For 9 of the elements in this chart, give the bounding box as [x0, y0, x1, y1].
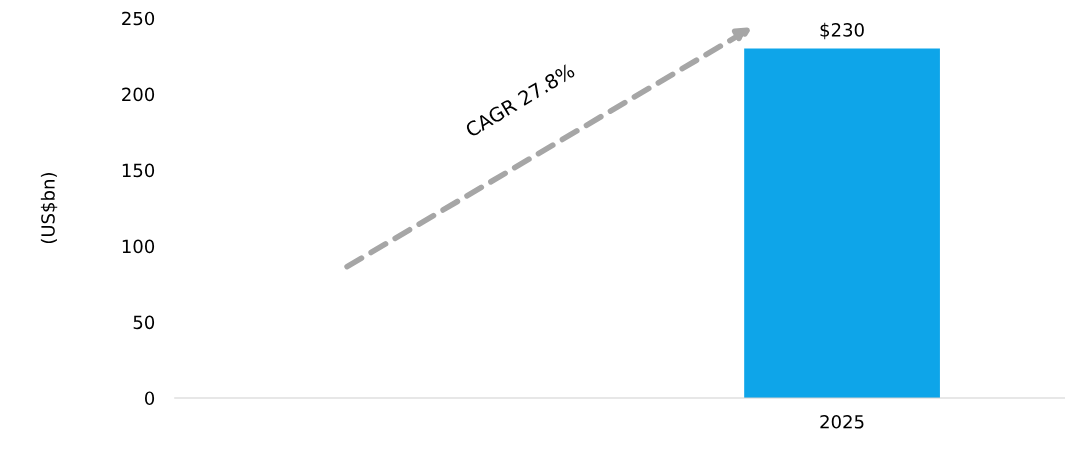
- x-tick-label: 2025: [820, 414, 864, 429]
- y-tick-label: 200: [122, 87, 155, 102]
- y-tick-label: 150: [122, 163, 155, 178]
- y-tick-label: 100: [122, 239, 155, 254]
- y-axis-title: (US$bn): [40, 173, 58, 244]
- y-tick-label: 0: [144, 391, 155, 406]
- y-tick-label: 50: [133, 315, 155, 330]
- data-label: $230: [820, 22, 864, 40]
- y-tick-label: 250: [122, 11, 155, 26]
